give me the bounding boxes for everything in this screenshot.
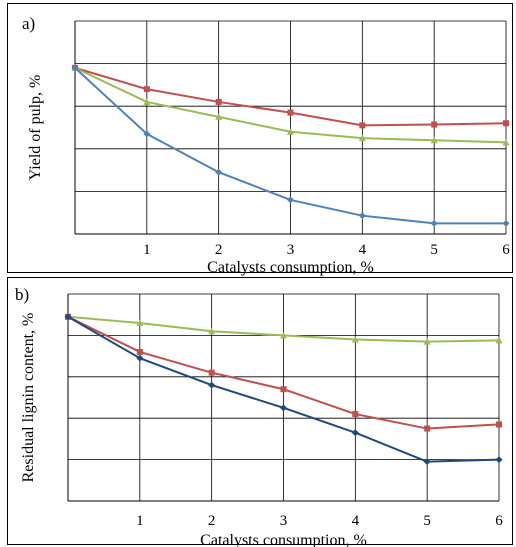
data-point [358, 134, 366, 142]
data-point [423, 458, 431, 466]
data-point [430, 136, 438, 144]
data-point [495, 336, 503, 344]
chart-panel-a: a) 1 2 3 4 5 6 Catalysts consumption, % Yield of… [7, 3, 513, 276]
data-point [502, 219, 510, 227]
data-point [143, 98, 151, 105]
x-tick-label: 5 [430, 242, 438, 258]
data-point [351, 429, 359, 437]
x-axis-label: Catalysts consumption, % [200, 532, 367, 547]
data-point [496, 421, 502, 428]
x-tick-label: 4 [352, 513, 360, 529]
data-point [431, 121, 438, 128]
data-point [208, 369, 215, 376]
y-axis-label: Yield of pulp, % [27, 75, 44, 181]
x-tick-label: 3 [280, 513, 288, 529]
data-point [143, 130, 151, 138]
x-tick-label: 2 [208, 513, 216, 529]
panel-label: b) [15, 285, 29, 304]
x-tick-label: 4 [359, 242, 367, 258]
data-point [215, 168, 223, 176]
data-point [208, 327, 216, 335]
data-point [358, 212, 366, 220]
data-point [71, 64, 79, 72]
data-point [136, 348, 143, 355]
x-tick-label: 1 [136, 513, 144, 529]
data-point [351, 336, 359, 343]
data-point [423, 338, 431, 345]
data-point [424, 425, 431, 432]
data-point [280, 386, 287, 393]
x-tick-label: 1 [143, 242, 151, 258]
y-axis-label: Residual lignin content, % [20, 313, 37, 483]
data-point [136, 354, 144, 362]
data-point [215, 98, 222, 105]
x-tick-label: 2 [215, 242, 223, 258]
x-tick-label: 5 [423, 513, 431, 529]
data-point [280, 404, 287, 412]
data-point [208, 381, 216, 389]
data-point [287, 128, 294, 135]
data-point [503, 120, 509, 127]
data-point [352, 411, 359, 418]
data-point [136, 319, 144, 326]
data-point [287, 109, 294, 116]
data-point [430, 219, 438, 227]
chart-panel-b: b) 1 2 3 4 5 6 Catalysts consumption, % Residual… [7, 277, 513, 547]
data-point [359, 122, 366, 129]
x-tick-label: 6 [502, 242, 510, 258]
panel-label: a) [22, 14, 35, 33]
x-tick-label: 6 [495, 513, 503, 529]
data-point [502, 138, 510, 146]
data-point [64, 313, 72, 321]
x-axis-label: Catalysts consumption, % [207, 259, 374, 276]
x-tick-label: 3 [287, 242, 295, 258]
chart-a-svg: a) 1 2 3 4 5 6 Catalysts consumption, % Yield of… [22, 14, 510, 276]
data-point [215, 113, 223, 120]
data-point [495, 456, 503, 464]
data-point [287, 196, 294, 204]
data-point [280, 331, 287, 339]
chart-b-svg: b) 1 2 3 4 5 6 Catalysts consumption, % Residual… [15, 285, 503, 547]
data-point [143, 86, 150, 93]
